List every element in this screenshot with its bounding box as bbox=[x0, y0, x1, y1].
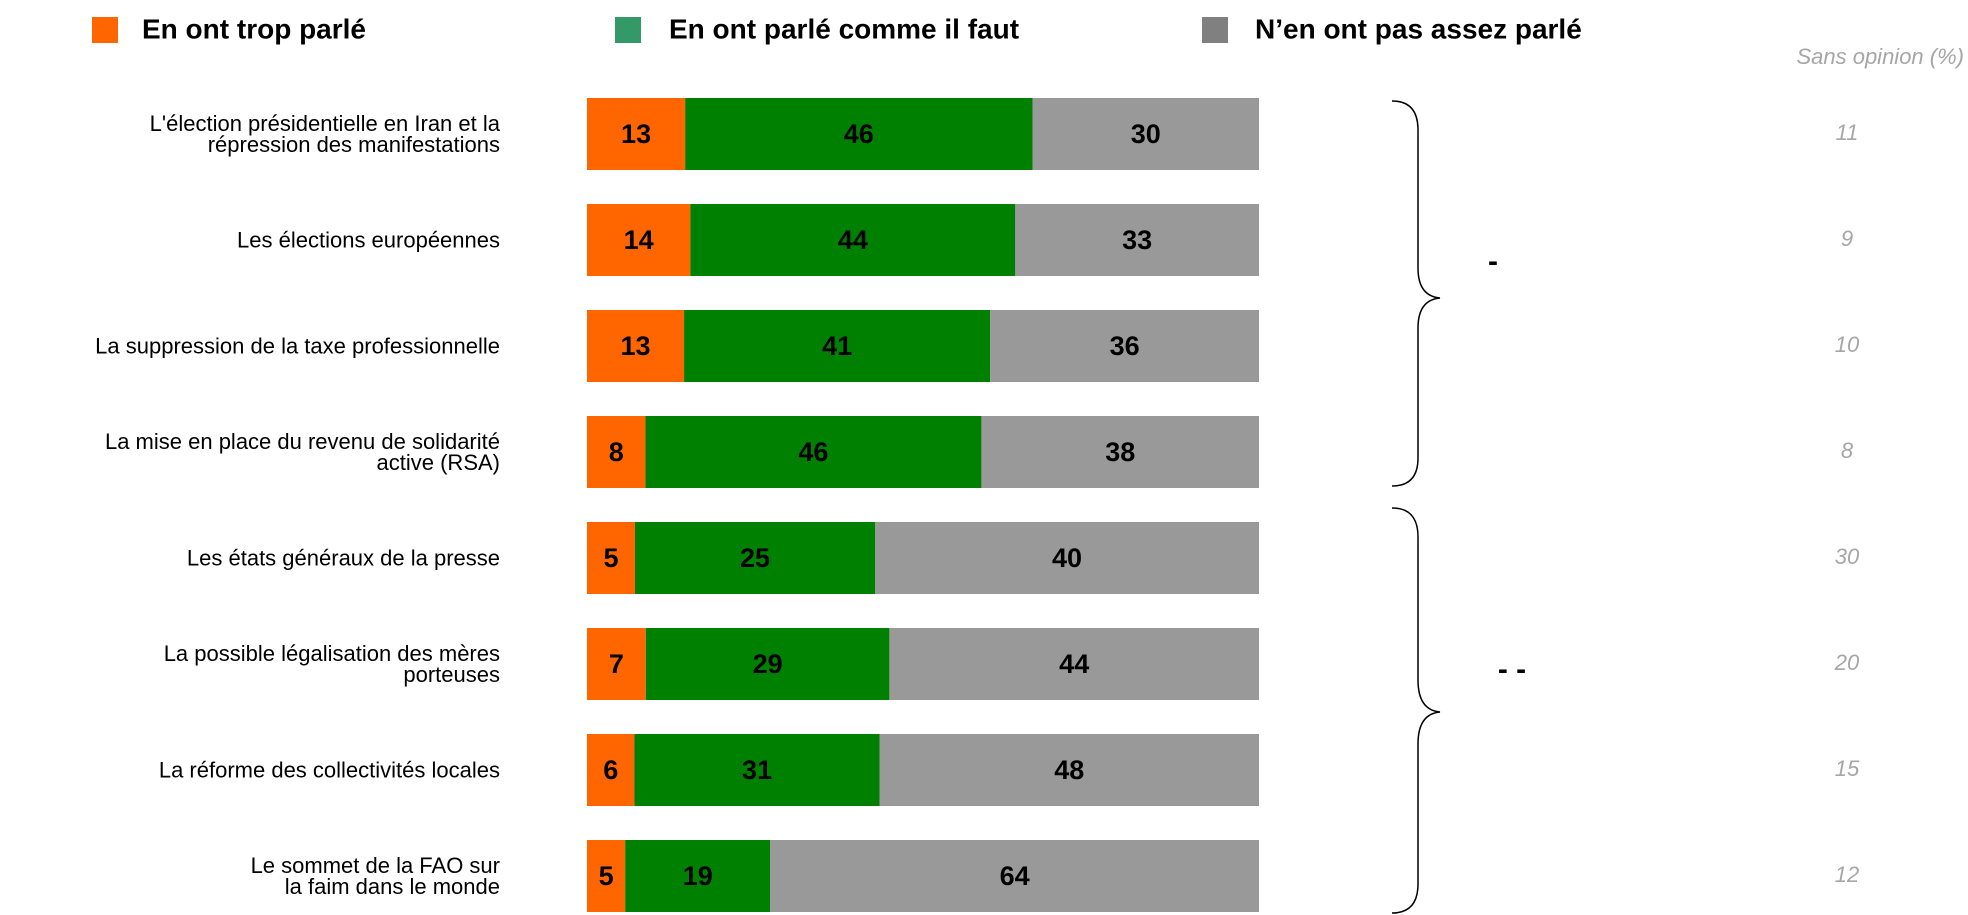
legend-swatch bbox=[1202, 17, 1228, 43]
sans-opinion-value: 15 bbox=[1835, 756, 1860, 781]
sans-opinion-value: 9 bbox=[1841, 226, 1853, 251]
bar-segment bbox=[587, 204, 691, 276]
value-label: 44 bbox=[1059, 649, 1089, 679]
category-label: Les élections européennes bbox=[237, 227, 500, 253]
value-label: 64 bbox=[1000, 861, 1030, 891]
value-label: 31 bbox=[742, 755, 772, 785]
category-label: La réforme des collectivités locales bbox=[158, 757, 500, 783]
value-label: 33 bbox=[1122, 225, 1152, 255]
bar-segment bbox=[770, 840, 1259, 912]
sans-opinion-value: 11 bbox=[1836, 120, 1859, 145]
bar-segment bbox=[684, 310, 991, 382]
bar-segment bbox=[875, 522, 1259, 594]
sans-opinion-value: 8 bbox=[1841, 438, 1854, 463]
brace bbox=[1391, 507, 1441, 914]
value-label: 5 bbox=[599, 861, 614, 891]
sans-opinion-value: 30 bbox=[1835, 544, 1860, 569]
bar-segment bbox=[587, 734, 635, 806]
category-label: La possible légalisation des mères porte… bbox=[163, 641, 500, 687]
bar-segment bbox=[587, 310, 685, 382]
bar-segment bbox=[889, 628, 1259, 700]
value-label: 13 bbox=[621, 119, 651, 149]
value-label: 38 bbox=[1105, 437, 1135, 467]
legend-swatch bbox=[615, 17, 641, 43]
bar-segment bbox=[990, 310, 1259, 382]
value-label: 5 bbox=[603, 543, 618, 573]
value-label: 25 bbox=[740, 543, 770, 573]
bar-segment bbox=[587, 98, 686, 170]
legend-label: N’en ont pas assez parlé bbox=[1255, 13, 1582, 44]
value-label: 7 bbox=[609, 649, 624, 679]
bar-segment bbox=[634, 734, 880, 806]
value-label: 13 bbox=[621, 331, 651, 361]
value-label: 6 bbox=[603, 755, 618, 785]
sans-opinion-header: Sans opinion (%) bbox=[1796, 44, 1964, 69]
bar-segment bbox=[981, 416, 1259, 488]
value-label: 8 bbox=[609, 437, 624, 467]
legend-swatch bbox=[92, 17, 118, 43]
bar-segment bbox=[690, 204, 1016, 276]
category-label: L'élection présidentielle en Iran et la … bbox=[149, 111, 500, 157]
bar-segment bbox=[645, 416, 982, 488]
category-label: Les états généraux de la presse bbox=[186, 545, 500, 571]
annotation: - - bbox=[1498, 653, 1526, 686]
bar-segment bbox=[587, 416, 646, 488]
bar-segment bbox=[1015, 204, 1259, 276]
brace bbox=[1391, 100, 1441, 487]
bar-segment bbox=[587, 522, 635, 594]
value-label: 29 bbox=[753, 649, 783, 679]
bar-segment bbox=[685, 98, 1033, 170]
sans-opinion-value: 20 bbox=[1834, 650, 1860, 675]
category-label: La mise en place du revenu de solidarité… bbox=[104, 429, 500, 475]
value-label: 44 bbox=[838, 225, 868, 255]
sans-opinion-value: 10 bbox=[1835, 332, 1860, 357]
bar-segment bbox=[879, 734, 1259, 806]
value-label: 36 bbox=[1110, 331, 1140, 361]
value-label: 48 bbox=[1054, 755, 1084, 785]
bar-segment bbox=[645, 628, 890, 700]
annotation: - bbox=[1488, 245, 1498, 278]
value-label: 46 bbox=[844, 119, 874, 149]
bar-segment bbox=[635, 522, 875, 594]
value-label: 40 bbox=[1052, 543, 1082, 573]
bar-segment bbox=[587, 840, 626, 912]
legend-label: En ont parlé comme il faut bbox=[669, 13, 1019, 44]
value-label: 14 bbox=[624, 225, 654, 255]
bar-segment bbox=[1032, 98, 1259, 170]
category-label: Le sommet de la FAO sur la faim dans le … bbox=[250, 853, 500, 899]
value-label: 30 bbox=[1131, 119, 1161, 149]
bar-segment bbox=[587, 628, 646, 700]
value-label: 41 bbox=[822, 331, 852, 361]
value-label: 19 bbox=[683, 861, 713, 891]
sans-opinion-value: 12 bbox=[1835, 862, 1859, 887]
value-label: 46 bbox=[798, 437, 828, 467]
category-label: La suppression de la taxe professionnell… bbox=[95, 333, 500, 359]
legend-label: En ont trop parlé bbox=[142, 13, 366, 44]
bar-segment bbox=[625, 840, 771, 912]
